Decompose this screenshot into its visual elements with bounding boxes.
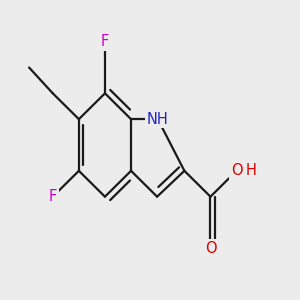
- Text: F: F: [49, 189, 57, 204]
- Text: F: F: [101, 34, 109, 49]
- Text: O: O: [205, 241, 216, 256]
- Text: NH: NH: [147, 112, 169, 127]
- Text: H: H: [245, 163, 256, 178]
- Text: O: O: [231, 163, 242, 178]
